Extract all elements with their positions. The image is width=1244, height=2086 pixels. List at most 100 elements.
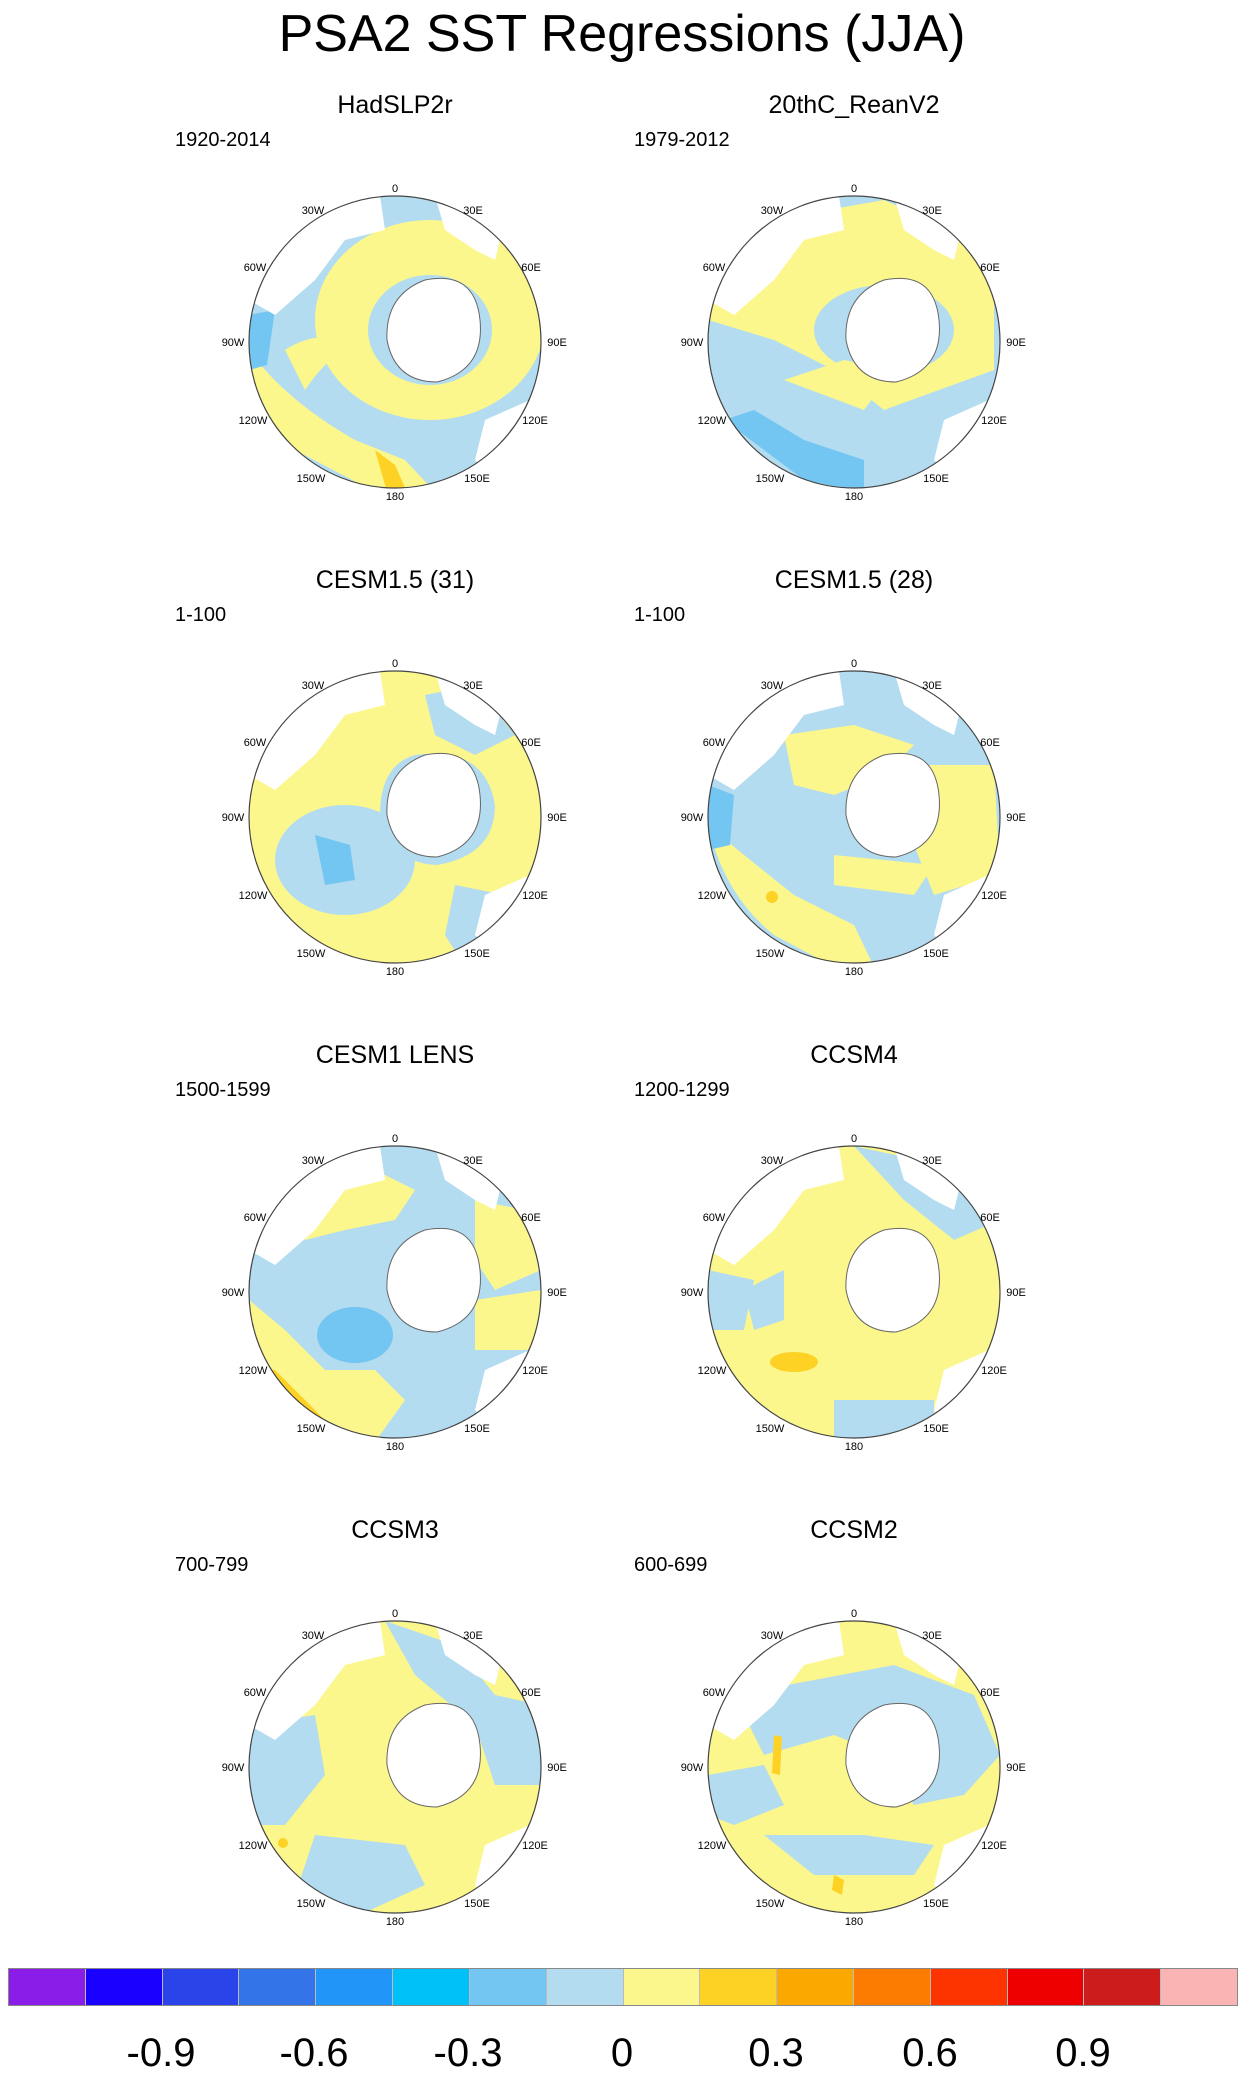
lon-label: 30E: [463, 205, 483, 217]
lon-label: 180: [845, 966, 863, 978]
lon-label: 180: [386, 966, 404, 978]
lon-label: 120E: [522, 1840, 548, 1852]
lon-label: 60E: [521, 262, 541, 274]
lon-label: 120E: [522, 1365, 548, 1377]
lon-label: 120W: [239, 415, 268, 427]
panel-period: 1979-2012: [634, 129, 730, 151]
colorbar-swatch: [546, 1969, 624, 2005]
colorbar-swatch: [239, 1969, 317, 2005]
colorbar-swatch: [1084, 1969, 1162, 2005]
lon-label: 60E: [980, 1212, 1000, 1224]
lon-label: 30E: [922, 205, 942, 217]
colorbar-swatch: [1007, 1969, 1085, 2005]
lon-label: 30E: [922, 1155, 942, 1167]
lon-label: 120E: [981, 1840, 1007, 1852]
colorbar-label: 0.9: [1055, 2031, 1111, 2075]
lon-label: 120W: [698, 1365, 727, 1377]
lon-label: 150W: [756, 948, 785, 960]
lon-label: 120W: [698, 890, 727, 902]
lon-label: 0: [851, 1133, 857, 1145]
polar-map: 0 30E 60E 90E 120E 150E 180 150W 120W 90…: [681, 1608, 1026, 1928]
lon-label: 180: [386, 491, 404, 503]
panel-period: 1500-1599: [175, 1079, 271, 1101]
lon-label: 0: [392, 1133, 398, 1145]
polar-map: 0 30E 60E 90E 120E 150E 180 150W 120W 90…: [222, 658, 567, 978]
lon-label: 150E: [464, 1423, 490, 1435]
lon-label: 60W: [703, 262, 726, 274]
panel-title: CCSM4: [810, 1041, 898, 1069]
lon-label: 60W: [703, 1687, 726, 1699]
colorbar-swatch: [9, 1969, 86, 2005]
lon-label: 30W: [302, 1155, 325, 1167]
colorbar-swatch: [316, 1969, 394, 2005]
panel-title: HadSLP2r: [337, 91, 453, 119]
lon-label: 60E: [521, 1212, 541, 1224]
lon-label: 0: [851, 658, 857, 670]
panel-20thc-reanv2: 20thC_ReanV2 1979-2012 0 30E 60E 90E 120…: [634, 90, 1074, 550]
panel-cesm15-28: CESM1.5 (28) 1-100 0 30E 60E 90E 120E 15…: [634, 565, 1074, 1025]
lon-label: 180: [845, 1441, 863, 1453]
lon-label: 150E: [923, 948, 949, 960]
lon-label: 180: [386, 1441, 404, 1453]
lon-label: 30W: [761, 680, 784, 692]
lon-label: 30W: [302, 205, 325, 217]
lon-label: 120W: [698, 1840, 727, 1852]
lon-label: 60E: [521, 737, 541, 749]
colorbar-swatch: [853, 1969, 931, 2005]
lon-label: 30W: [761, 1630, 784, 1642]
lon-label: 60E: [980, 262, 1000, 274]
lon-label: 90E: [1006, 812, 1026, 824]
lon-label: 150W: [756, 473, 785, 485]
lon-label: 90W: [681, 337, 704, 349]
lon-label: 60W: [703, 737, 726, 749]
lon-label: 60E: [980, 737, 1000, 749]
lon-label: 150W: [756, 1898, 785, 1910]
lon-label: 30E: [463, 1155, 483, 1167]
colorbar-swatch: [1161, 1969, 1237, 2005]
lon-label: 150E: [923, 1423, 949, 1435]
polar-map: 0 30E 60E 90E 120E 150E 180 150W 120W 90…: [222, 1608, 567, 1928]
panel-ccsm3: CCSM3 700-799 0 30E 60E 90E 120E 150E 18…: [175, 1515, 615, 1975]
lon-label: 90W: [222, 1762, 245, 1774]
lon-label: 60E: [521, 1687, 541, 1699]
lon-label: 30E: [922, 680, 942, 692]
panel-title: CESM1.5 (28): [774, 566, 934, 594]
lon-label: 180: [845, 491, 863, 503]
polar-map: 0 30E 60E 90E 120E 150E 180 150W 120W 90…: [681, 1133, 1026, 1453]
panel-cesm15-31: CESM1.5 (31) 1-100 0 30E 60E 90E 120E 15…: [175, 565, 615, 1025]
lon-label: 90W: [681, 812, 704, 824]
lon-label: 120W: [239, 890, 268, 902]
lon-label: 150E: [923, 1898, 949, 1910]
lon-label: 90E: [1006, 1762, 1026, 1774]
colorbar: [8, 1968, 1238, 2006]
panel-period: 1-100: [175, 604, 227, 626]
colorbar-swatch: [777, 1969, 854, 2005]
lon-label: 90E: [547, 1287, 567, 1299]
lon-label: 60W: [244, 262, 267, 274]
colorbar-swatch: [700, 1969, 778, 2005]
panel-period: 1200-1299: [634, 1079, 730, 1101]
colorbar-label: 0.3: [748, 2031, 804, 2075]
lon-label: 90W: [681, 1287, 704, 1299]
lon-label: 120E: [981, 415, 1007, 427]
lon-label: 180: [845, 1916, 863, 1928]
lon-label: 90E: [547, 337, 567, 349]
lon-label: 60W: [244, 1687, 267, 1699]
lon-label: 150E: [464, 1898, 490, 1910]
colorbar-label: -0.3: [433, 2031, 503, 2075]
colorbar-label: -0.9: [126, 2031, 196, 2075]
lon-label: 30E: [922, 1630, 942, 1642]
lon-label: 0: [392, 183, 398, 195]
polar-map: 0 30E 60E 90E 120E 150E 180 150W 120W 90…: [222, 183, 567, 503]
lon-label: 90E: [1006, 1287, 1026, 1299]
lon-label: 120W: [239, 1840, 268, 1852]
lon-label: 90W: [222, 1287, 245, 1299]
panel-period: 600-699: [634, 1554, 708, 1576]
panel-ccsm2: CCSM2 600-699 0 30E 60E 90E 120E 150E 18…: [634, 1515, 1074, 1975]
lon-label: 0: [392, 658, 398, 670]
lon-label: 120W: [698, 415, 727, 427]
colorbar-label: 0: [610, 2031, 634, 2075]
panel-period: 700-799: [175, 1554, 249, 1576]
lon-label: 30W: [302, 680, 325, 692]
lon-label: 90E: [547, 1762, 567, 1774]
